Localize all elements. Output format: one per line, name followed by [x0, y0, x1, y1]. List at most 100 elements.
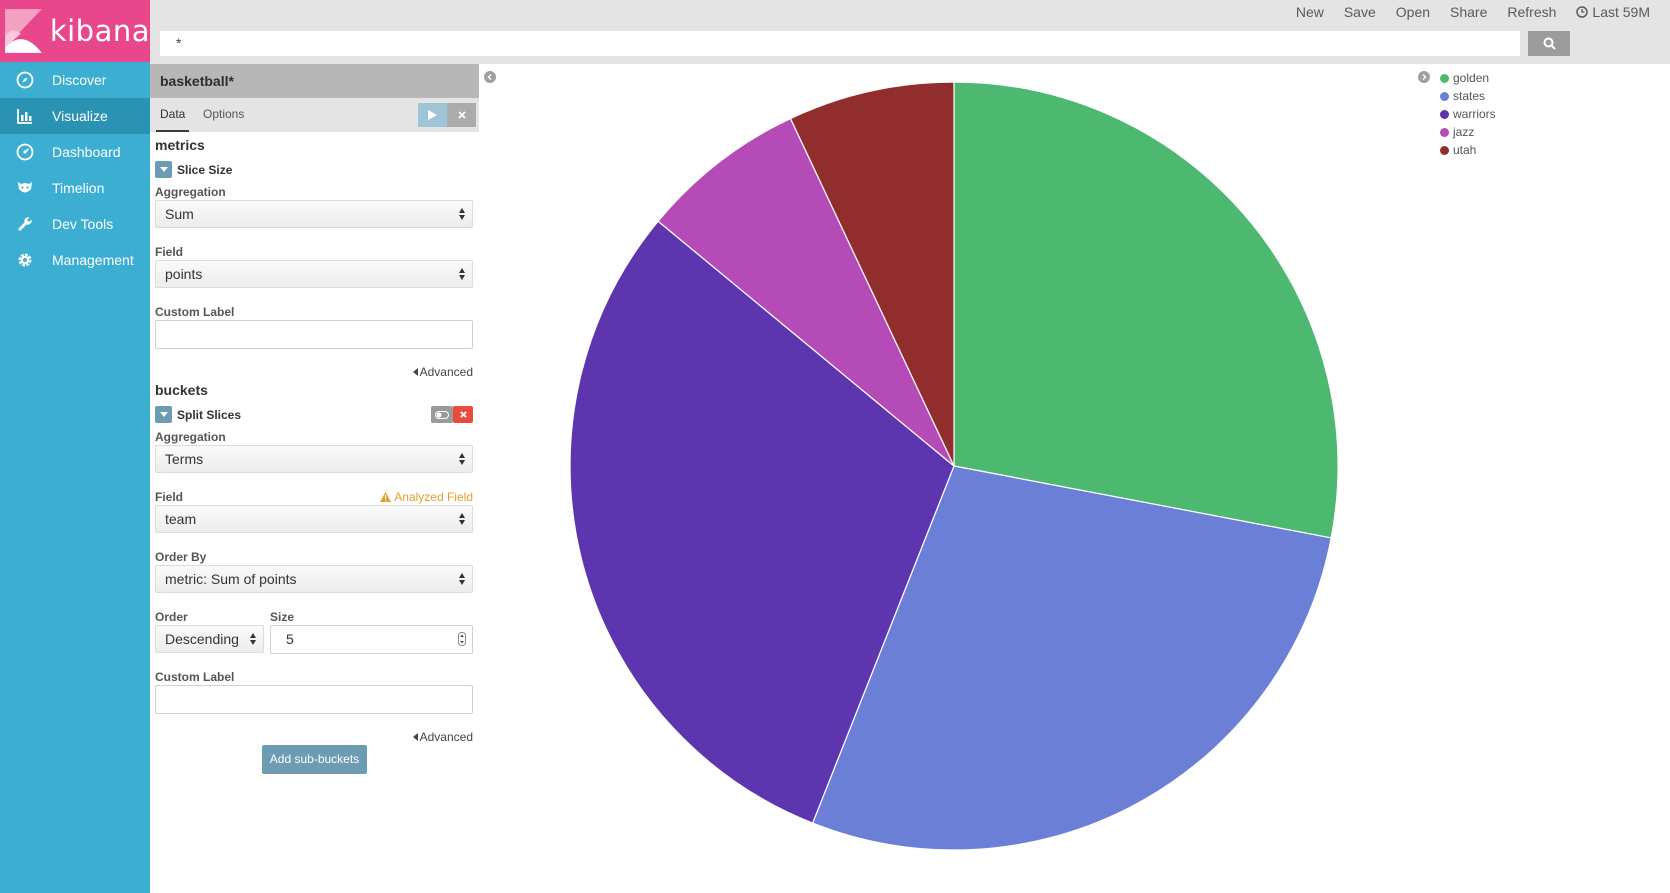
- vis-title: basketball*: [150, 64, 479, 98]
- spinner-icon[interactable]: [458, 632, 466, 646]
- select-arrows-icon: [459, 208, 465, 220]
- vis-editor-panel: basketball* Data Options metrics Slice S…: [150, 64, 479, 893]
- clock-icon: [1576, 6, 1589, 18]
- sidebar-item-discover[interactable]: Discover: [0, 62, 150, 98]
- kibana-logo-icon: [5, 9, 42, 53]
- chevron-left-icon: [487, 74, 492, 80]
- split-slices-agg-header[interactable]: Split Slices: [155, 406, 241, 423]
- select-arrows-icon: [459, 573, 465, 585]
- discard-changes-button[interactable]: [447, 103, 476, 127]
- bucket-custom-label-input[interactable]: [155, 685, 473, 714]
- order-by-select[interactable]: metric: Sum of points: [155, 565, 473, 593]
- collapse-toggle-button[interactable]: [155, 161, 172, 178]
- tab-data[interactable]: Data: [156, 98, 190, 132]
- sidebar-item-visualize[interactable]: Visualize: [0, 98, 150, 134]
- pie-slice-utah[interactable]: [789, 81, 955, 467]
- pie-slice-jazz[interactable]: [657, 117, 955, 467]
- order-label: Order: [155, 610, 188, 624]
- bucket-aggregation-select[interactable]: Terms: [155, 445, 473, 473]
- bucket-field-select[interactable]: team: [155, 505, 473, 533]
- field-label: Field: [155, 245, 184, 259]
- sidebar-item-label: Timelion: [52, 180, 105, 196]
- metric-field-select[interactable]: points: [155, 260, 473, 288]
- legend-color-dot: [1440, 127, 1449, 137]
- select-value: team: [165, 511, 197, 527]
- order-select[interactable]: Descending: [155, 625, 264, 653]
- legend-item[interactable]: utah: [1440, 141, 1496, 159]
- sidebar-nav: kibana Discover Visualize Dashboard Timelio…: [0, 0, 150, 893]
- legend-label: utah: [1453, 143, 1477, 157]
- pie-slice-states[interactable]: [811, 465, 1332, 851]
- legend-label: states: [1453, 89, 1486, 103]
- agg-title: Slice Size: [177, 162, 233, 177]
- tab-options[interactable]: Options: [203, 107, 245, 121]
- visualization-area: golden states warriors jazz utah: [479, 64, 1670, 893]
- caret-left-icon: [412, 368, 418, 376]
- toggle-icon: [435, 410, 449, 419]
- sidebar-item-label: Discover: [52, 72, 107, 88]
- chevron-right-icon: [1422, 74, 1427, 80]
- select-arrows-icon: [459, 268, 465, 280]
- metric-aggregation-select[interactable]: Sum: [155, 200, 473, 228]
- legend-label: jazz: [1453, 125, 1475, 139]
- pie-slice-golden[interactable]: [953, 81, 1339, 539]
- select-value: Sum: [165, 206, 194, 222]
- caret-down-icon: [159, 412, 168, 417]
- legend-color-dot: [1440, 91, 1449, 101]
- legend-item[interactable]: golden: [1440, 69, 1496, 87]
- size-input[interactable]: 5: [270, 625, 473, 654]
- sidebar-item-label: Management: [52, 252, 134, 268]
- sidebar-item-dashboard[interactable]: Dashboard: [0, 134, 150, 170]
- time-picker-label: Last 59M: [1592, 4, 1650, 20]
- select-value: metric: Sum of points: [165, 571, 297, 587]
- legend-item[interactable]: jazz: [1440, 123, 1496, 141]
- select-value: Descending: [165, 631, 239, 647]
- compass-icon: [15, 70, 35, 90]
- new-button[interactable]: New: [1295, 4, 1324, 20]
- select-arrows-icon: [459, 453, 465, 465]
- open-button[interactable]: Open: [1395, 4, 1431, 20]
- metrics-heading: metrics: [155, 137, 205, 153]
- field-label: Field: [155, 490, 184, 504]
- warning-text: Analyzed Field: [394, 490, 473, 504]
- sidebar-item-dev-tools[interactable]: Dev Tools: [0, 206, 150, 242]
- select-value: Terms: [165, 451, 204, 467]
- refresh-button[interactable]: Refresh: [1507, 4, 1557, 20]
- sidebar-item-management[interactable]: Management: [0, 242, 150, 278]
- buckets-heading: buckets: [155, 382, 208, 398]
- bucket-advanced-toggle[interactable]: Advanced: [412, 730, 473, 744]
- top-nav-bar: New Save Open Share Refresh Last 59M: [150, 0, 1670, 24]
- legend-color-dot: [1440, 145, 1449, 155]
- timelion-icon: [15, 178, 35, 198]
- slice-size-agg-header[interactable]: Slice Size: [155, 161, 232, 178]
- select-arrows-icon: [250, 633, 256, 645]
- advanced-label: Advanced: [419, 365, 473, 379]
- chart-legend: golden states warriors jazz utah: [1440, 69, 1496, 159]
- apply-changes-button[interactable]: [418, 103, 447, 127]
- pie-slice-warriors[interactable]: [569, 220, 955, 824]
- remove-agg-button[interactable]: [453, 406, 473, 423]
- select-value: points: [165, 266, 203, 282]
- add-sub-buckets-button[interactable]: Add sub-buckets: [262, 745, 367, 774]
- save-button[interactable]: Save: [1343, 4, 1376, 20]
- legend-item[interactable]: warriors: [1440, 105, 1496, 123]
- search-input[interactable]: *: [160, 31, 1520, 56]
- logo-text: kibana: [49, 14, 150, 48]
- legend-label: warriors: [1453, 107, 1496, 121]
- time-picker-button[interactable]: Last 59M: [1576, 4, 1670, 20]
- kibana-logo[interactable]: kibana: [0, 0, 150, 62]
- disable-agg-button[interactable]: [431, 406, 453, 423]
- collapse-toggle-button[interactable]: [155, 406, 172, 423]
- sidebar-item-timelion[interactable]: Timelion: [0, 170, 150, 206]
- play-icon: [428, 110, 437, 120]
- search-button[interactable]: [1528, 31, 1570, 56]
- collapse-editor-button[interactable]: [484, 71, 496, 83]
- legend-toggle-button[interactable]: [1418, 71, 1430, 83]
- wrench-icon: [15, 214, 35, 234]
- legend-item[interactable]: states: [1440, 87, 1496, 105]
- share-button[interactable]: Share: [1450, 4, 1488, 20]
- close-icon: [459, 411, 467, 418]
- metric-custom-label-input[interactable]: [155, 320, 473, 349]
- pie-chart: [569, 81, 1339, 851]
- metric-advanced-toggle[interactable]: Advanced: [412, 365, 473, 379]
